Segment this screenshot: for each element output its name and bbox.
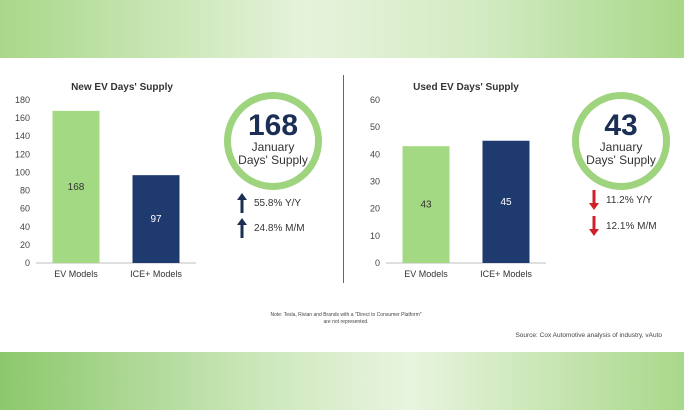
bar-ev-models	[52, 110, 100, 263]
y-tick-label: 20	[20, 240, 30, 250]
bar-ice-models	[132, 175, 180, 263]
new-ev-mom-text: 24.8% M/M	[254, 222, 305, 234]
bar-ice-models	[482, 140, 530, 263]
y-tick-label: 140	[15, 131, 30, 141]
new-ev-circle-line2: Days' Supply	[238, 153, 308, 167]
source-line: Source: Cox Automotive analysis of indus…	[515, 332, 662, 339]
y-tick-label: 60	[370, 95, 380, 105]
used-ev-mom-text: 12.1% M/M	[606, 220, 657, 232]
bar-data-label: 43	[420, 200, 432, 211]
x-category-label: EV Models	[54, 269, 98, 279]
used-ev-yoy-text: 11.2% Y/Y	[606, 194, 653, 206]
y-tick-label: 20	[370, 204, 380, 214]
x-category-label: ICE+ Models	[480, 269, 532, 279]
y-tick-label: 80	[20, 186, 30, 196]
new-ev-days-supply-value: 168	[247, 109, 299, 142]
y-tick-label: 30	[370, 177, 380, 187]
down-arrow-icon	[589, 190, 599, 210]
bar-ev-models	[402, 146, 450, 263]
top-decorative-band	[0, 0, 684, 58]
bar-data-label: 168	[68, 182, 85, 193]
x-category-label: EV Models	[404, 269, 448, 279]
new-ev-circle-line1: January	[251, 140, 295, 154]
bar-data-label: 97	[150, 214, 162, 225]
y-tick-label: 0	[375, 258, 380, 268]
used-ev-mom-stat: 12.1% M/M	[588, 216, 657, 236]
y-tick-label: 50	[370, 122, 380, 132]
new-ev-bar-chart: 0 20 40 60 80 100 120 140 160 180 168 EV Models 97 IC…	[15, 95, 196, 279]
y-tick-label: 10	[370, 231, 380, 241]
y-tick-label: 100	[15, 167, 30, 177]
used-ev-days-supply-circle: 43 January Days' Supply	[572, 92, 670, 190]
used-ev-chart-title: Used EV Days' Supply	[413, 82, 519, 93]
up-arrow-icon	[237, 218, 247, 238]
y-tick-label: 160	[15, 113, 30, 123]
section-divider	[343, 75, 344, 283]
footnote: Note: Tesla, Rivian and Brands with a "D…	[270, 312, 422, 325]
new-ev-mom-stat: 24.8% M/M	[236, 218, 305, 238]
used-ev-circle-line2: Days' Supply	[586, 153, 656, 167]
bottom-decorative-band	[0, 352, 684, 410]
bar-data-label: 45	[500, 197, 512, 208]
new-ev-yoy-stat: 55.8% Y/Y	[236, 193, 301, 213]
y-tick-label: 40	[20, 222, 30, 232]
new-ev-yoy-text: 55.8% Y/Y	[254, 197, 302, 209]
y-tick-label: 180	[15, 95, 30, 105]
x-category-label: ICE+ Models	[130, 269, 182, 279]
used-ev-days-supply-value: 43	[604, 109, 638, 142]
y-tick-label: 0	[25, 258, 30, 268]
up-arrow-icon	[237, 193, 247, 213]
used-ev-bar-chart: 0 10 20 30 40 50 60 43 EV Models 45 ICE+ Models	[370, 95, 546, 279]
used-ev-circle-line1: January	[599, 140, 643, 154]
new-ev-days-supply-circle: 168 January Days' Supply	[224, 92, 322, 190]
down-arrow-icon	[589, 216, 599, 236]
new-ev-chart-title: New EV Days' Supply	[71, 82, 173, 93]
y-tick-label: 60	[20, 204, 30, 214]
y-tick-label: 120	[15, 149, 30, 159]
y-tick-label: 40	[370, 149, 380, 159]
used-ev-yoy-stat: 11.2% Y/Y	[588, 190, 652, 210]
